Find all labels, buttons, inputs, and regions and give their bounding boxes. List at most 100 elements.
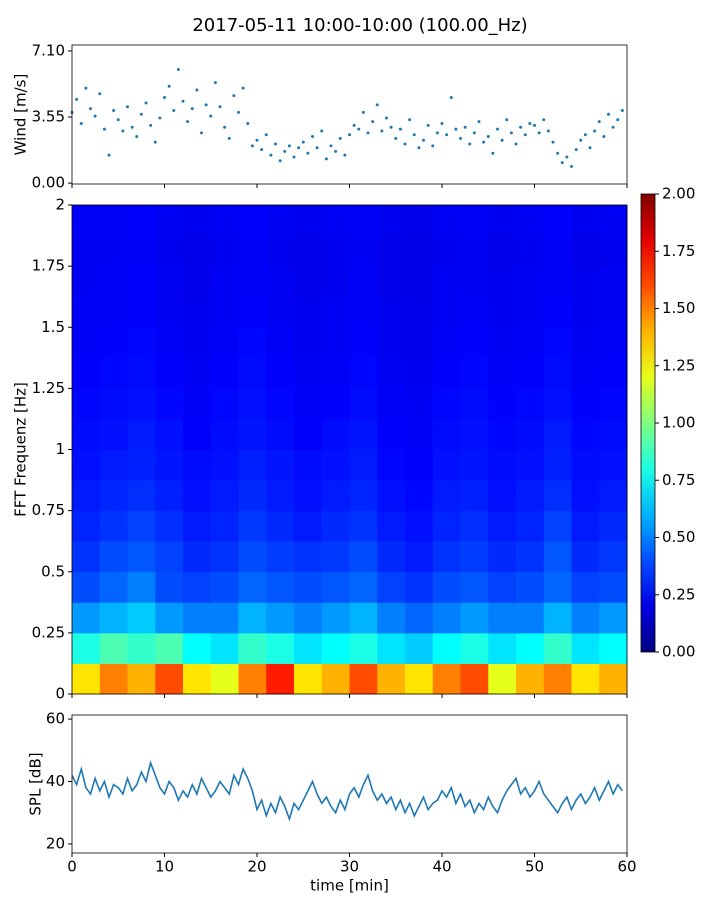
heat-cell: [349, 480, 378, 512]
heat-cell: [543, 357, 572, 389]
heat-cell: [72, 266, 101, 298]
heat-cell: [349, 632, 378, 664]
heat-cell: [349, 663, 378, 695]
heat-cell: [432, 357, 461, 389]
point: [482, 140, 486, 144]
point: [389, 125, 393, 129]
point: [519, 125, 523, 129]
heat-cell: [99, 632, 128, 664]
heat-cell: [294, 602, 323, 634]
heat-cell: [266, 449, 295, 481]
heat-cell: [488, 449, 517, 481]
heat-cell: [432, 266, 461, 298]
heat-cell: [294, 388, 323, 420]
heat-cell: [349, 571, 378, 603]
point: [509, 131, 513, 135]
heat-cell: [238, 541, 267, 573]
heat-cell: [432, 296, 461, 328]
y-tick-label: 1.25: [32, 379, 65, 397]
heat-cell: [460, 296, 489, 328]
heat-cell: [405, 602, 434, 634]
heat-cell: [599, 266, 628, 298]
point: [116, 118, 120, 122]
point: [172, 108, 176, 112]
point: [565, 155, 569, 159]
point: [144, 101, 148, 105]
heat-cell: [432, 388, 461, 420]
heat-cell: [294, 235, 323, 267]
heat-cell: [460, 235, 489, 267]
heat-cell: [294, 510, 323, 542]
colorbar-tick-label: 0.00: [662, 643, 695, 661]
heat-cell: [349, 205, 378, 237]
point: [403, 142, 407, 146]
heat-cell: [516, 663, 545, 695]
point: [371, 120, 375, 124]
heat-cell: [321, 327, 350, 359]
point: [408, 118, 412, 122]
point: [394, 136, 398, 140]
heat-cell: [488, 632, 517, 664]
point: [611, 125, 615, 129]
point: [292, 155, 296, 159]
heat-cell: [321, 388, 350, 420]
heat-cell: [405, 541, 434, 573]
y-tick-label: 1.75: [32, 257, 65, 275]
point: [149, 123, 153, 127]
point: [472, 131, 476, 135]
heat-cell: [238, 357, 267, 389]
x-axis-label: time [min]: [310, 877, 389, 895]
heat-cell: [238, 296, 267, 328]
heat-cell: [72, 480, 101, 512]
heat-cell: [266, 602, 295, 634]
heat-cell: [377, 541, 406, 573]
heat-cell: [238, 663, 267, 695]
heat-cell: [183, 510, 212, 542]
heat-cell: [349, 357, 378, 389]
heat-cell: [571, 663, 600, 695]
heat-cell: [266, 571, 295, 603]
heat-cell: [432, 480, 461, 512]
heat-cell: [210, 388, 239, 420]
chart-title: 2017-05-11 10:00-10:00 (100.00_Hz): [192, 15, 527, 36]
axes-frame: [71, 714, 628, 854]
point: [500, 138, 504, 142]
heat-cell: [432, 235, 461, 267]
heat-cell: [210, 571, 239, 603]
heat-cell: [405, 418, 434, 450]
point: [385, 116, 388, 120]
heat-cell: [460, 357, 489, 389]
heat-cell: [72, 327, 101, 359]
heat-cell: [183, 266, 212, 298]
point: [209, 114, 213, 118]
heat-cell: [321, 480, 350, 512]
point: [375, 103, 379, 107]
heat-cell: [543, 602, 572, 634]
point: [98, 92, 102, 96]
heat-cell: [543, 663, 572, 695]
colorbar-tick-label: 2.00: [662, 185, 695, 203]
heat-cell: [377, 205, 406, 237]
heat-cell: [571, 541, 600, 573]
heat-cell: [543, 266, 572, 298]
heat-cell: [294, 357, 323, 389]
heat-cell: [99, 510, 128, 542]
heat-cell: [238, 266, 267, 298]
heat-cell: [377, 235, 406, 267]
heat-cell: [210, 418, 239, 450]
heat-cell: [72, 449, 101, 481]
heat-cell: [99, 663, 128, 695]
x-tick-label: 10: [155, 858, 174, 876]
point: [297, 146, 301, 150]
heat-cell: [543, 510, 572, 542]
heat-cell: [266, 388, 295, 420]
heat-cell: [183, 327, 212, 359]
point: [588, 146, 592, 150]
heat-cell: [210, 541, 239, 573]
heat-cell: [127, 327, 156, 359]
heat-cell: [321, 632, 350, 664]
heat-cell: [571, 510, 600, 542]
point: [537, 131, 541, 135]
colorbar-tick-label: 0.75: [662, 471, 695, 489]
